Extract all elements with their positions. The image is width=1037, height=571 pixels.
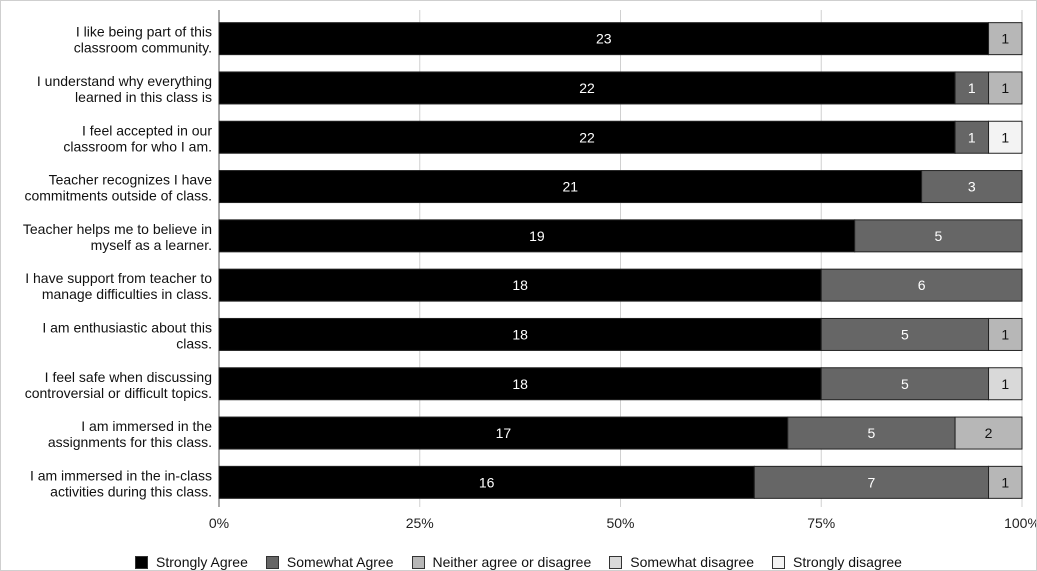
bar-segment — [954, 120, 990, 154]
category-label: I feel accepted in our — [82, 122, 212, 138]
data-label: 1 — [968, 129, 976, 145]
category-label: controversial or difficult topics. — [25, 385, 212, 401]
category-label: classroom community. — [74, 40, 212, 56]
category-label: I am enthusiastic about this — [42, 319, 212, 335]
category-label: class. — [176, 335, 212, 351]
legend-item: Strongly Agree — [135, 554, 248, 570]
data-label: 1 — [1001, 474, 1009, 490]
bar-segment — [854, 219, 1023, 253]
bar-segment — [218, 219, 856, 253]
category-label: I feel safe when discussing — [45, 369, 212, 385]
bar-segment — [988, 465, 1023, 499]
legend-item: Neither agree or disagree — [411, 554, 592, 570]
category-label: classroom for who I am. — [63, 138, 212, 154]
bar-segment — [218, 170, 923, 204]
category-label: I am immersed in the in-class — [30, 467, 212, 483]
category-label: I have support from teacher to — [25, 270, 212, 286]
data-label: 22 — [579, 129, 595, 145]
category-label: Teacher recognizes I have — [49, 172, 213, 188]
data-label: 19 — [529, 228, 545, 244]
bar-segment — [988, 120, 1023, 154]
x-tick-label: 75% — [807, 515, 835, 531]
bar-segment — [820, 367, 990, 401]
bar-segment — [820, 268, 1023, 302]
data-label: 3 — [968, 179, 976, 195]
data-label: 1 — [968, 80, 976, 96]
legend: Strongly Agree Somewhat Agree Neither agre… — [0, 553, 1037, 571]
legend-swatch — [609, 555, 623, 569]
category-label: myself as a learner. — [91, 237, 212, 253]
bar-segment — [988, 367, 1023, 401]
x-axis-ticks: 0% 25% 50% 75% 100% — [209, 515, 1037, 531]
data-label: 5 — [901, 326, 909, 342]
legend-label: Strongly disagree — [793, 554, 902, 570]
data-label: 6 — [918, 277, 926, 293]
legend-swatch — [772, 555, 786, 569]
data-label: 5 — [934, 228, 942, 244]
bar-segment — [954, 416, 1023, 450]
legend-swatch — [265, 555, 279, 569]
data-label: 1 — [1001, 80, 1009, 96]
bar-segment — [218, 317, 822, 351]
legend-label: Neither agree or disagree — [432, 554, 592, 570]
bar-segment — [988, 71, 1023, 105]
data-label: 5 — [868, 425, 876, 441]
category-label: activities during this class. — [50, 483, 212, 499]
data-label: 5 — [901, 376, 909, 392]
category-label: I like being part of this — [76, 24, 212, 40]
data-label: 7 — [868, 474, 876, 490]
bar-segment — [218, 22, 990, 56]
x-tick-label: 100% — [1004, 515, 1037, 531]
data-label: 17 — [496, 425, 512, 441]
category-label: learned in this class is — [75, 89, 212, 105]
legend-swatch — [135, 555, 149, 569]
x-tick-label: 25% — [406, 515, 434, 531]
legend-label: Somewhat disagree — [630, 554, 755, 570]
data-label: 1 — [1001, 326, 1009, 342]
legend-item: Somewhat Agree — [265, 554, 394, 570]
category-label: assignments for this class. — [48, 434, 212, 450]
category-label: I understand why everything — [37, 73, 212, 89]
data-label: 2 — [985, 425, 993, 441]
data-label: 23 — [596, 31, 612, 47]
category-label: commitments outside of class. — [24, 188, 212, 204]
bar-segment — [988, 317, 1023, 351]
x-tick-label: 50% — [606, 515, 634, 531]
category-label: I am immersed in the — [81, 418, 212, 434]
bar-segment — [218, 268, 822, 302]
legend-label: Somewhat Agree — [286, 554, 394, 570]
legend-label: Strongly Agree — [156, 554, 248, 570]
data-label: 18 — [512, 376, 528, 392]
data-label: 16 — [479, 474, 495, 490]
bar-segment — [921, 170, 1023, 204]
data-label: 1 — [1001, 129, 1009, 145]
data-label: 1 — [1001, 31, 1009, 47]
legend-item: Somewhat disagree — [609, 554, 754, 570]
data-label: 18 — [512, 326, 528, 342]
bar-segment — [218, 367, 822, 401]
data-label: 22 — [579, 80, 595, 96]
bars: 23 1 22 1 1 22 1 1 21 3 19 5 18 6 18 5 1 18 5 1 17 5 2 16 7 1 — [218, 22, 1023, 499]
data-label: 1 — [1001, 376, 1009, 392]
data-label: 21 — [563, 179, 579, 195]
legend-item: Strongly disagree — [772, 554, 902, 570]
data-label: 18 — [512, 277, 528, 293]
category-label: manage difficulties in class. — [42, 286, 212, 302]
legend-swatch — [411, 555, 425, 569]
bar-segment — [218, 120, 956, 154]
x-tick-label: 0% — [209, 515, 229, 531]
bar-segment — [753, 465, 990, 499]
bar-segment — [218, 465, 755, 499]
category-label: Teacher helps me to believe in — [23, 221, 212, 237]
bar-segment — [988, 22, 1023, 56]
